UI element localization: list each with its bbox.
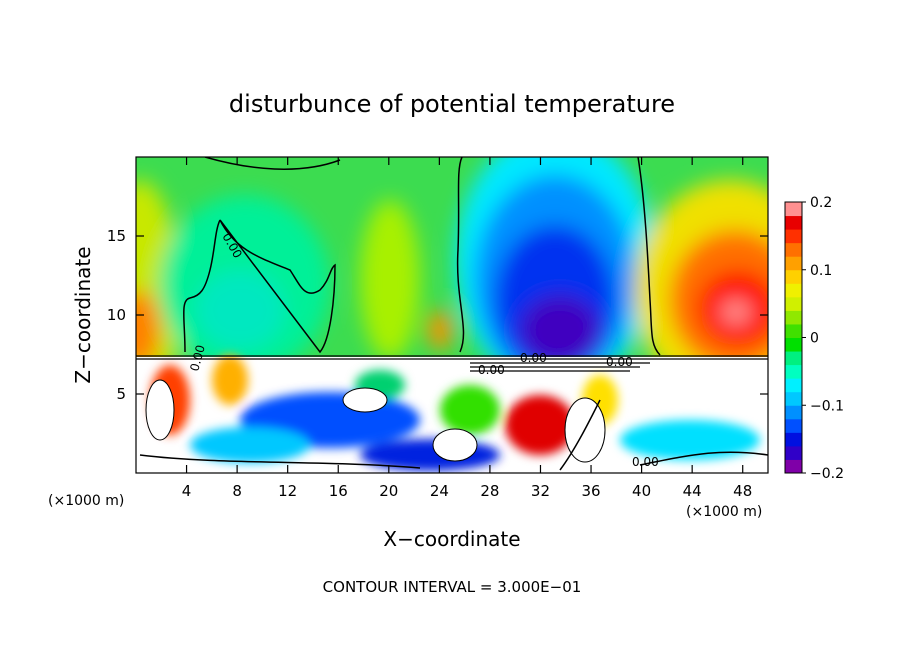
contour-label: 0.00 (520, 351, 547, 365)
colorbar-swatch (785, 256, 802, 271)
contour-label: 0.00 (478, 363, 505, 377)
colorbar-swatch (785, 378, 802, 393)
colorbar-swatch (785, 323, 802, 338)
x-tick-label: 40 (632, 482, 651, 500)
x-tick-label: 24 (430, 482, 449, 500)
x-tick-label: 48 (733, 482, 752, 500)
colorbar-swatch (785, 242, 802, 257)
x-tick-label: 28 (480, 482, 499, 500)
colorbar-swatch (785, 202, 802, 217)
colorbar-tick-label: 0.1 (810, 263, 832, 279)
x-tick-label: 32 (531, 482, 550, 500)
colorbar-swatch (785, 269, 802, 284)
y-tick-label: 10 (107, 306, 126, 324)
interface-band (136, 355, 768, 372)
colorbar-swatch (785, 405, 802, 420)
y-axis: 5 10 15 (107, 227, 768, 403)
field-lower (136, 355, 768, 473)
x-tick-label: 44 (683, 482, 702, 500)
colorbar-swatch (785, 296, 802, 311)
x-axis: 4 8 12 16 20 24 28 32 36 40 44 48 (182, 157, 752, 500)
x-tick-label: 36 (581, 482, 600, 500)
contour-label: 0.00 (632, 455, 659, 469)
x-axis-label: X−coordinate (383, 527, 520, 551)
contour-lines (139, 157, 768, 471)
y-tick-label: 15 (107, 227, 126, 245)
colorbar-tick-label: −0.1 (810, 398, 844, 414)
x-tick-label: 4 (182, 482, 192, 500)
contour-label: 0.00 (606, 355, 633, 369)
colorbar-swatch (785, 310, 802, 325)
y-axis-label: Z−coordinate (71, 246, 95, 383)
colorbar-swatch (785, 351, 802, 366)
colorbar-swatch (785, 337, 802, 352)
contour-label: 0.00 (187, 343, 207, 372)
colorbar-swatch (785, 364, 802, 379)
colorbar-swatch (785, 391, 802, 406)
colorbar-swatch (785, 418, 802, 433)
plot-area (136, 157, 768, 473)
colorbar-tick-label: 0 (810, 331, 819, 347)
x-unit-left: (×1000 m) (48, 493, 124, 509)
field-upper (136, 157, 768, 420)
colorbar: 0.2 0.1 0 −0.1 −0.2 (784, 195, 844, 482)
colorbar-tick-label: −0.2 (810, 466, 844, 482)
y-tick-label: 5 (116, 385, 126, 403)
contour-interval-note: CONTOUR INTERVAL = 3.000E−01 (323, 578, 582, 596)
x-tick-label: 16 (329, 482, 348, 500)
x-unit-right: (×1000 m) (686, 504, 762, 520)
colorbar-tick-label: 0.2 (810, 195, 832, 211)
colorbar-swatch (785, 459, 802, 474)
colorbar-swatch (785, 229, 802, 244)
colorbar-swatch (785, 432, 802, 447)
x-tick-label: 20 (379, 482, 398, 500)
x-tick-label: 12 (278, 482, 297, 500)
x-tick-label: 8 (232, 482, 242, 500)
colorbar-swatch (785, 215, 802, 230)
colorbar-swatch (785, 283, 802, 298)
contour-labels: 0.00 0.00 0.00 0.00 0.00 0.00 (187, 231, 658, 470)
chart-title: disturbunce of potential temperature (229, 90, 675, 118)
colorbar-swatch (785, 445, 802, 460)
